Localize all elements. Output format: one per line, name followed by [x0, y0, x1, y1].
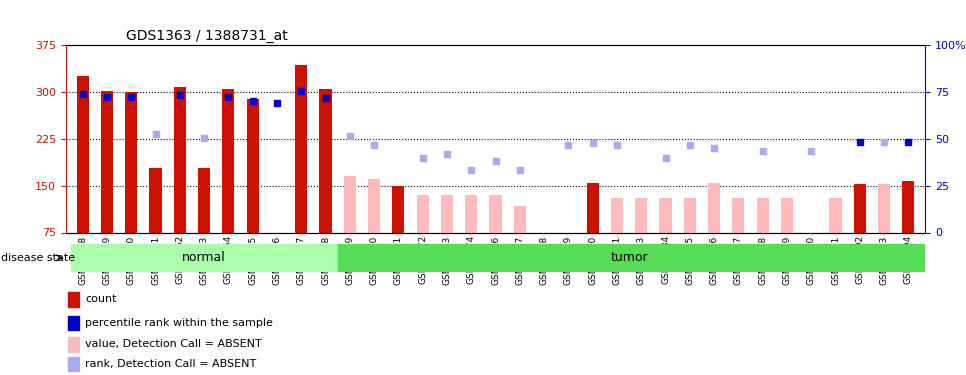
Bar: [76, 76, 89, 232]
Bar: [246, 99, 259, 232]
Bar: [660, 198, 671, 232]
Bar: [68, 337, 79, 352]
Text: normal: normal: [183, 251, 226, 264]
Bar: [68, 292, 79, 307]
Bar: [68, 357, 79, 371]
Bar: [878, 184, 891, 232]
Bar: [781, 198, 793, 232]
Bar: [830, 198, 841, 232]
Bar: [344, 176, 355, 232]
Bar: [416, 195, 429, 232]
Text: disease state: disease state: [1, 253, 75, 263]
Bar: [198, 168, 211, 232]
Bar: [854, 184, 866, 232]
Bar: [174, 87, 185, 232]
Bar: [611, 198, 623, 232]
Bar: [586, 183, 599, 232]
Bar: [368, 179, 381, 232]
Text: rank, Detection Call = ABSENT: rank, Detection Call = ABSENT: [85, 359, 256, 369]
Bar: [68, 316, 79, 330]
Bar: [320, 89, 331, 232]
Bar: [392, 186, 405, 232]
Bar: [440, 195, 453, 232]
Text: value, Detection Call = ABSENT: value, Detection Call = ABSENT: [85, 339, 262, 350]
Bar: [71, 244, 338, 272]
Bar: [338, 244, 925, 272]
Bar: [902, 181, 915, 232]
Text: percentile rank within the sample: percentile rank within the sample: [85, 318, 272, 328]
Bar: [466, 195, 477, 232]
Bar: [732, 198, 745, 232]
Bar: [296, 65, 307, 232]
Bar: [222, 89, 235, 232]
Text: count: count: [85, 294, 117, 304]
Bar: [636, 198, 647, 232]
Text: GDS1363 / 1388731_at: GDS1363 / 1388731_at: [126, 28, 288, 43]
Bar: [756, 198, 769, 232]
Text: tumor: tumor: [611, 251, 648, 264]
Bar: [490, 195, 501, 232]
Bar: [126, 92, 137, 232]
Bar: [100, 91, 113, 232]
Bar: [514, 206, 526, 232]
Bar: [708, 183, 721, 232]
Bar: [684, 198, 696, 232]
Bar: [150, 168, 161, 232]
